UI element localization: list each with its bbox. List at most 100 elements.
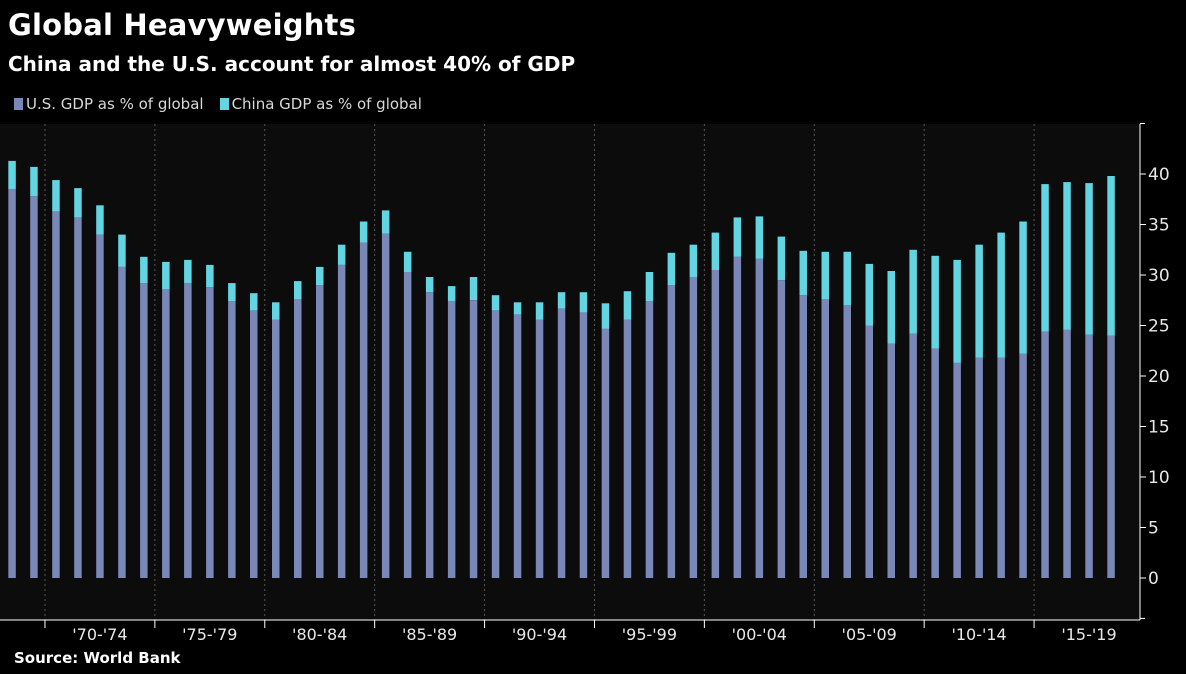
legend-item-us: U.S. GDP as % of global xyxy=(14,95,204,113)
bar-us xyxy=(931,348,939,578)
bar-china xyxy=(975,244,983,358)
bar-us xyxy=(1107,335,1115,578)
legend-label-china: China GDP as % of global xyxy=(231,95,422,113)
bar-us xyxy=(557,308,566,578)
legend-item-china: China GDP as % of global xyxy=(219,95,422,113)
bar-china xyxy=(535,302,544,320)
legend-swatch-china xyxy=(219,98,229,110)
x-tick-label: '90-'94 xyxy=(512,625,567,644)
bar-china xyxy=(689,244,698,277)
bar-china xyxy=(491,295,500,311)
chart-subtitle: China and the U.S. account for almost 40… xyxy=(8,52,576,76)
bar-china xyxy=(381,210,390,234)
bar-us xyxy=(469,300,478,579)
x-tick-label: '80-'84 xyxy=(292,625,347,644)
bar-us xyxy=(1063,329,1071,578)
bar-china xyxy=(623,291,632,320)
source-note: Source: World Bank xyxy=(14,649,181,667)
bar-china xyxy=(843,251,851,306)
bar-china xyxy=(74,188,82,218)
bar-china xyxy=(711,232,720,270)
bar-china xyxy=(337,244,346,265)
bar-china xyxy=(1107,176,1115,336)
bar-china xyxy=(755,216,764,259)
bar-china xyxy=(30,166,38,197)
bar-china xyxy=(272,302,280,320)
y-tick-label: 25 xyxy=(1148,317,1170,337)
bar-china xyxy=(997,232,1005,358)
bar-us xyxy=(8,189,16,578)
bar-china xyxy=(1085,183,1093,335)
bar-china xyxy=(601,303,610,329)
bar-china xyxy=(403,251,412,272)
y-tick-label: 10 xyxy=(1148,468,1170,488)
bar-us xyxy=(52,211,60,578)
y-tick-label: 5 xyxy=(1148,519,1159,539)
y-tick-label: 0 xyxy=(1148,569,1159,589)
bar-china xyxy=(1019,221,1027,354)
bar-us xyxy=(733,256,742,578)
x-tick-label: '00-'04 xyxy=(732,625,787,644)
bar-china xyxy=(1063,182,1071,330)
bar-us xyxy=(1041,331,1049,578)
bar-us xyxy=(140,283,148,578)
bar-us xyxy=(513,314,522,578)
bar-china xyxy=(469,277,478,301)
bar-china xyxy=(447,286,456,302)
bar-us xyxy=(162,289,170,578)
x-tick-label: '95-'99 xyxy=(622,625,677,644)
bar-us xyxy=(272,319,280,578)
y-tick-label: 35 xyxy=(1148,216,1170,236)
bar-china xyxy=(316,266,324,286)
bar-china xyxy=(579,292,588,313)
bar-china xyxy=(777,236,786,280)
bar-china xyxy=(425,277,434,293)
bar-us xyxy=(821,299,829,578)
bar-china xyxy=(821,251,829,300)
bar-us xyxy=(250,310,258,578)
bar-china xyxy=(645,272,654,302)
bar-us xyxy=(909,333,917,578)
bar-us xyxy=(623,319,632,578)
bar-china xyxy=(799,250,807,296)
x-tick-label: '15-'19 xyxy=(1061,625,1116,644)
bar-us xyxy=(425,292,434,578)
bar-china xyxy=(140,256,148,284)
plot-background xyxy=(0,124,1140,620)
bar-china xyxy=(206,264,214,288)
bar-us xyxy=(777,280,786,578)
legend-label-us: U.S. GDP as % of global xyxy=(26,95,204,113)
bar-us xyxy=(689,277,698,578)
x-tick-label: '85-'89 xyxy=(402,625,457,644)
bar-us xyxy=(359,242,368,578)
bar-us xyxy=(447,301,456,578)
bar-us xyxy=(74,217,82,578)
bar-us xyxy=(294,299,302,578)
bar-us xyxy=(381,233,390,578)
bar-us xyxy=(887,343,895,578)
bar-us xyxy=(30,196,38,578)
bar-us xyxy=(206,287,214,578)
bar-china xyxy=(865,263,873,326)
bar-us xyxy=(316,285,324,578)
bar-us xyxy=(96,234,104,578)
y-tick-label: 20 xyxy=(1148,367,1170,387)
y-tick-label: 15 xyxy=(1148,418,1170,438)
bar-us xyxy=(645,301,654,578)
bar-china xyxy=(1041,184,1049,332)
bar-china xyxy=(557,292,566,309)
bar-china xyxy=(953,259,961,363)
bar-china xyxy=(931,255,939,349)
bar-china xyxy=(162,261,170,290)
bar-china xyxy=(733,217,742,257)
bar-us xyxy=(403,272,412,578)
chart-title: Global Heavyweights xyxy=(8,8,357,42)
bar-us xyxy=(491,310,500,578)
bar-china xyxy=(294,281,302,300)
bar-china xyxy=(118,234,126,267)
x-tick-label: '70-'74 xyxy=(72,625,127,644)
bar-us xyxy=(535,319,544,578)
bar-us xyxy=(601,328,610,578)
bar-us xyxy=(755,258,764,578)
